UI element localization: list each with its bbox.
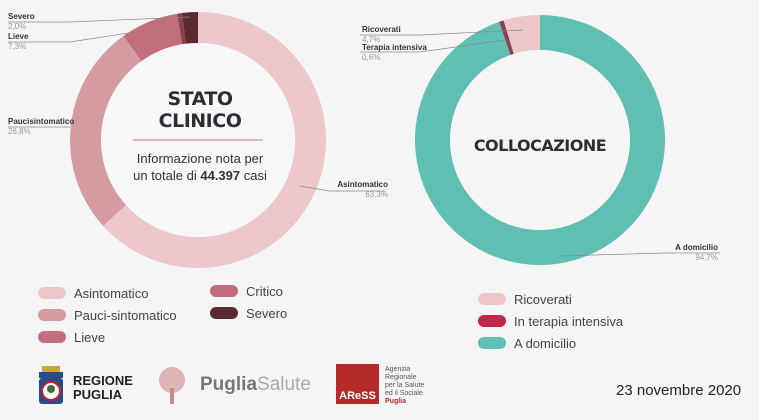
swatch	[478, 315, 506, 327]
puglia-salute-logo: PugliaSalute	[200, 374, 311, 395]
legend-item-lieve: Lieve	[38, 326, 177, 348]
collocazione-title: COLLOCAZIONE	[473, 136, 607, 155]
swatch	[38, 309, 66, 321]
legend-item-pauci: Pauci-sintomatico	[38, 304, 177, 326]
callout-lieve: Lieve 7,3%	[8, 32, 29, 51]
leader-lines	[8, 16, 720, 257]
aress-logo: AReSS	[336, 364, 379, 404]
legend-item-ricoverati: Ricoverati	[478, 288, 623, 310]
swatch	[478, 337, 506, 349]
donut-slice	[503, 15, 540, 54]
swatch	[210, 307, 238, 319]
legend-collocazione: Ricoverati In terapia intensiva A domici…	[478, 288, 623, 354]
legend-item-a-domicilio: A domicilio	[478, 332, 623, 354]
callout-asintomatico: Asintomatico 63,3%	[337, 180, 388, 199]
stato-clinico-title: STATO CLINICO	[158, 88, 242, 132]
swatch	[210, 285, 238, 297]
legend-stato-clinico-2: Critico Severo	[210, 280, 287, 324]
legend-item-severo: Severo	[210, 302, 287, 324]
total-info: Informazione nota per un totale di 44.39…	[133, 151, 267, 183]
donut-slice	[177, 13, 186, 45]
callout-severo: Severo 2,0%	[8, 12, 35, 31]
donut-slice	[70, 35, 142, 226]
puglia-salute-tree-icon	[152, 366, 192, 411]
donut-slice	[103, 12, 326, 268]
report-date: 23 novembre 2020	[616, 382, 742, 399]
callout-paucisintomatico: Paucisintomatico 26,8%	[8, 117, 75, 136]
regione-puglia-crest	[37, 366, 65, 404]
legend-item-terapia-intensiva: In terapia intensiva	[478, 310, 623, 332]
legend-stato-clinico: Asintomatico Pauci-sintomatico Lieve	[38, 282, 177, 348]
swatch	[38, 331, 66, 343]
swatch	[38, 287, 66, 299]
donut-slice	[499, 20, 514, 55]
collocazione-donut	[415, 15, 665, 266]
regione-puglia-label: REGIONE PUGLIA	[73, 373, 133, 402]
swatch	[478, 293, 506, 305]
legend-item-asintomatico: Asintomatico	[38, 282, 177, 304]
legend-item-critico: Critico	[210, 280, 287, 302]
callout-a-domicilio: A domicilio 94,7%	[675, 243, 718, 262]
total-cases: 44.397	[200, 168, 241, 183]
callout-ricoverati: Ricoverati 4,7%	[362, 25, 401, 44]
aress-text: Agenzia Regionale per la Salute ed il Socia…	[385, 366, 425, 405]
donut-slice	[181, 12, 198, 44]
donut-slice	[123, 13, 183, 62]
callout-terapia-intensiva: Terapia intensiva 0,6%	[362, 43, 427, 62]
